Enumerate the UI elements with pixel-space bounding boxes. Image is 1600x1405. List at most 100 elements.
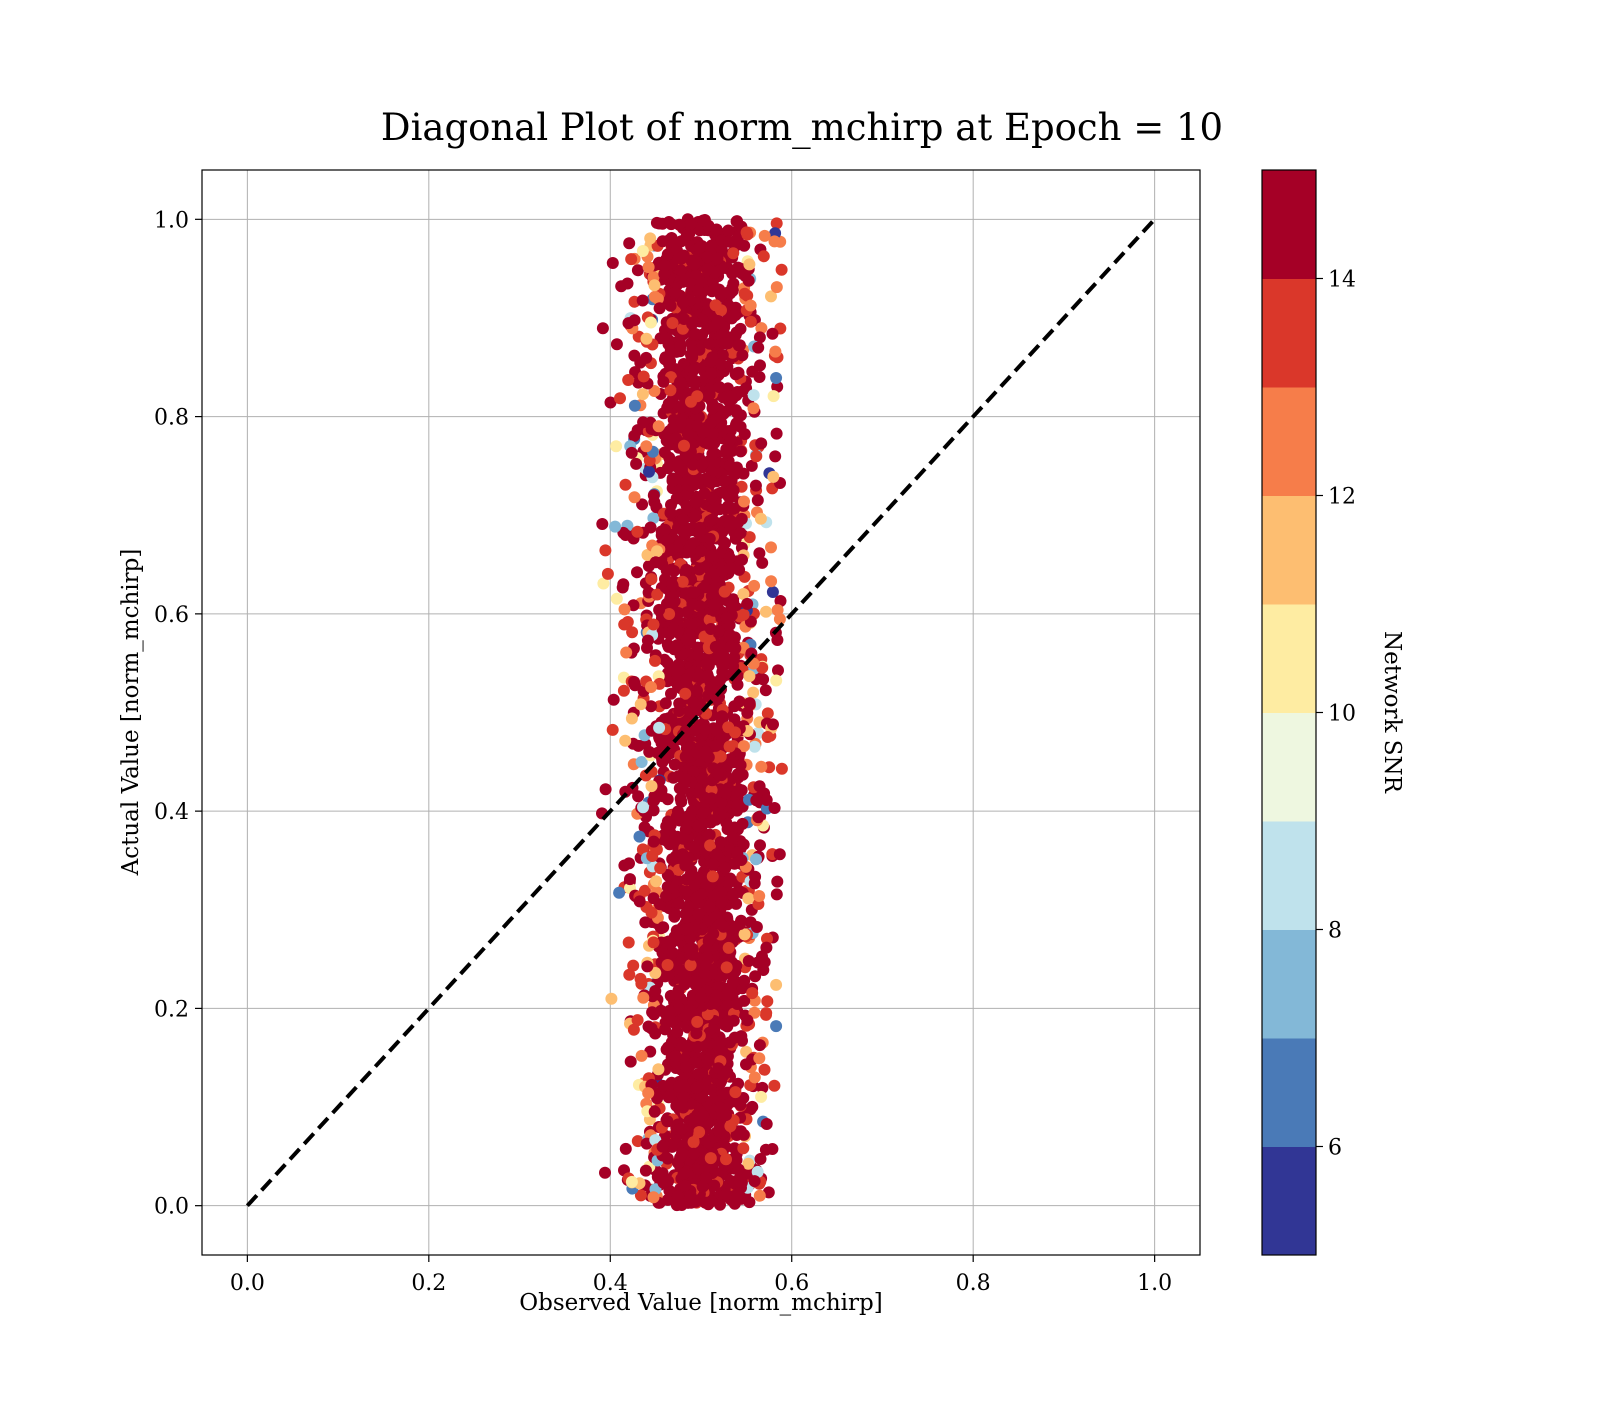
scatter-point — [599, 544, 612, 557]
scatter-point — [759, 684, 772, 697]
scatter-point — [709, 813, 722, 826]
scatter-point — [657, 921, 670, 934]
scatter-point — [755, 1090, 768, 1103]
scatter-point — [766, 1143, 779, 1155]
scatter-point — [616, 581, 629, 594]
scatter-point — [768, 802, 781, 814]
scatter-point — [693, 241, 706, 254]
scatter-point — [619, 478, 632, 491]
scatter-point — [743, 670, 756, 683]
scatter-point — [648, 1105, 661, 1118]
scatter-point — [645, 1022, 658, 1035]
scatter-point — [765, 541, 777, 554]
scatter-point — [750, 921, 763, 933]
colorbar-segment — [1262, 1146, 1316, 1256]
scatter-point — [761, 932, 773, 945]
scatter-point — [697, 1109, 710, 1122]
scatter-point — [736, 553, 748, 566]
scatter-point — [601, 567, 614, 580]
scatter-point — [711, 725, 724, 737]
scatter-point — [734, 918, 746, 930]
scatter-point — [643, 465, 655, 478]
scatter-point — [677, 832, 690, 845]
scatter-point — [724, 1036, 736, 1049]
scatter-point — [622, 374, 635, 386]
scatter-point — [607, 693, 620, 706]
scatter-point — [707, 889, 720, 902]
scatter-point — [687, 458, 700, 471]
scatter-point — [711, 252, 724, 265]
scatter-point — [645, 681, 657, 693]
scatter-point — [722, 519, 735, 532]
x-tick-label: 0.6 — [774, 1271, 809, 1296]
scatter-point — [619, 529, 632, 541]
scatter-point — [688, 841, 701, 854]
scatter-point — [664, 937, 677, 950]
scatter-point — [660, 534, 673, 547]
scatter-point — [623, 237, 636, 250]
scatter-point — [632, 790, 645, 803]
scatter-point — [659, 523, 672, 536]
scatter-point — [773, 613, 786, 626]
scatter-point — [721, 1066, 734, 1079]
scatter-point — [686, 345, 699, 357]
scatter-point — [709, 739, 722, 752]
scatter-point — [740, 226, 753, 239]
scatter-point — [679, 823, 692, 836]
scatter-point — [709, 299, 722, 312]
scatter-point — [753, 331, 766, 344]
plot-frame — [201, 169, 1201, 1256]
scatter-point — [687, 1147, 700, 1160]
scatter-point — [702, 437, 715, 450]
scatter-point — [661, 1152, 674, 1165]
scatter-point — [727, 247, 740, 260]
scatter-point — [751, 1165, 764, 1178]
scatter-point — [666, 853, 679, 866]
scatter-point — [750, 450, 763, 463]
scatter-point — [671, 458, 684, 471]
scatter-point — [661, 1115, 674, 1128]
scatter-point — [742, 892, 755, 905]
scatter-point — [685, 543, 698, 556]
x-tick-label: 0.0 — [230, 1271, 265, 1296]
diagonal-reference-line — [245, 217, 1157, 1208]
scatter-point — [715, 486, 728, 499]
scatter-point — [720, 612, 733, 625]
x-tick-label: 0.4 — [593, 1271, 628, 1296]
scatter-point — [685, 618, 698, 631]
scatter-point — [736, 817, 749, 830]
scatter-point — [749, 970, 762, 983]
scatter-point — [693, 669, 706, 682]
scatter-point — [760, 794, 773, 806]
scatter-point — [768, 235, 781, 248]
scatter-point — [676, 1122, 688, 1135]
scatter-point — [757, 250, 770, 263]
x-tick-label: 0.8 — [956, 1271, 991, 1296]
scatter-point — [709, 640, 722, 653]
scatter-point — [737, 838, 750, 851]
scatter-point — [770, 978, 783, 991]
scatter-point — [671, 874, 684, 887]
scatter-point — [689, 509, 702, 522]
scatter-point — [766, 586, 779, 598]
scatter-point — [767, 390, 780, 403]
scatter-point — [692, 1163, 705, 1176]
scatter-point — [661, 959, 674, 971]
scatter-point — [716, 710, 729, 723]
scatter-point — [658, 259, 671, 272]
scatter-point — [714, 750, 727, 763]
scatter-point — [730, 367, 743, 380]
scatter-point — [723, 551, 736, 564]
scatter-point — [637, 991, 650, 1004]
colorbar-segment — [1262, 929, 1316, 1039]
scatter-point — [744, 315, 757, 328]
scatter-point — [670, 639, 683, 652]
scatter-point — [771, 380, 784, 393]
scatter-point — [736, 349, 749, 362]
scatter-point — [637, 370, 650, 383]
scatter-point — [731, 799, 744, 811]
scatter-point — [677, 853, 690, 866]
scatter-point — [651, 545, 663, 558]
scatter-point — [760, 1008, 772, 1021]
scatter-point — [752, 341, 765, 354]
